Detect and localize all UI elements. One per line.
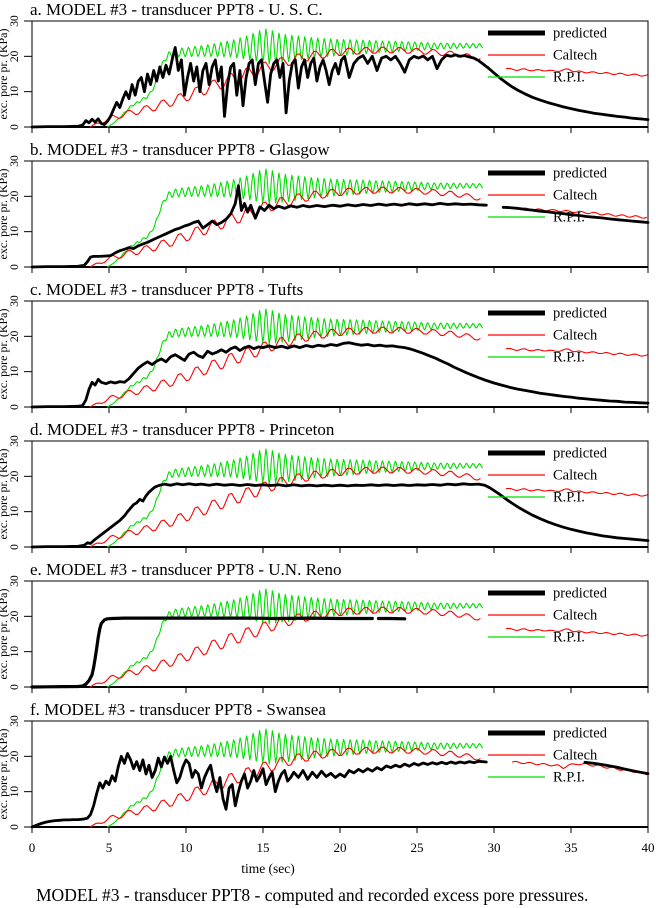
panel-e-plot: e. MODEL #3 - transducer PPT8 - U.N. Ren… — [0, 560, 656, 700]
panel-e: e. MODEL #3 - transducer PPT8 - U.N. Ren… — [0, 560, 656, 700]
legend-label-caltech: Caltech — [553, 608, 598, 624]
series-rpi — [108, 589, 483, 687]
y-tick-label: 0 — [9, 264, 21, 270]
x-axis-block: 0 5 10 15 20 25 30 35 40 time (sec) — [0, 840, 656, 885]
legend-label-rpi: R.P.I. — [553, 70, 585, 86]
y-tick-label: 30 — [9, 295, 21, 307]
panel-a-plot: a. MODEL #3 - transducer PPT8 - U. S. C.… — [0, 0, 656, 140]
panel-title: e. MODEL #3 - transducer PPT8 - U.N. Ren… — [30, 560, 341, 579]
panel-d-plot: d. MODEL #3 - transducer PPT8 - Princeto… — [0, 420, 656, 560]
x-tick-label: 35 — [565, 840, 578, 855]
y-tick-label: 20 — [9, 50, 21, 62]
y-tick-label: 10 — [9, 366, 21, 378]
panel-title: a. MODEL #3 - transducer PPT8 - U. S. C. — [30, 0, 323, 19]
y-tick-label: 20 — [9, 190, 21, 202]
legend-label-predicted: predicted — [553, 306, 608, 322]
y-axis-title: exc. pore pr. (KPa) — [0, 449, 10, 540]
x-tick-label: 10 — [180, 840, 193, 855]
panel-c-plot: c. MODEL #3 - transducer PPT8 - Tufts 0 10… — [0, 280, 656, 420]
y-axis-title: exc. pore pr. (KPa) — [0, 29, 10, 120]
series-caltech — [91, 467, 481, 547]
legend-label-caltech: Caltech — [553, 188, 598, 204]
y-axis-title: exc. pore pr. (KPa) — [0, 309, 10, 400]
y-axis-title: exc. pore pr. (KPa) — [0, 729, 10, 820]
x-tick-label: 0 — [29, 840, 36, 855]
series-predicted — [32, 754, 486, 828]
panel-c: c. MODEL #3 - transducer PPT8 - Tufts 0 10… — [0, 280, 656, 420]
y-tick-label: 0 — [9, 684, 21, 690]
y-tick-label: 0 — [9, 544, 21, 550]
x-tick-label: 40 — [642, 840, 655, 855]
y-tick-label: 30 — [9, 435, 21, 447]
panel-b: b. MODEL #3 - transducer PPT8 - Glasgow 0… — [0, 140, 656, 280]
legend-label-predicted: predicted — [553, 166, 608, 182]
legend-label-caltech: Caltech — [553, 328, 598, 344]
series-rpi — [108, 729, 483, 827]
legend-label-caltech: Caltech — [553, 468, 598, 484]
x-axis-labels: 0 5 10 15 20 25 30 35 40 time (sec) — [0, 840, 656, 880]
x-tick-label: 20 — [334, 840, 347, 855]
panel-a: a. MODEL #3 - transducer PPT8 - U. S. C.… — [0, 0, 656, 140]
y-tick-label: 30 — [9, 715, 21, 727]
panel-d: d. MODEL #3 - transducer PPT8 - Princeto… — [0, 420, 656, 560]
legend-label-rpi: R.P.I. — [553, 630, 585, 646]
legend-label-predicted: predicted — [553, 726, 608, 742]
y-tick-label: 10 — [9, 226, 21, 238]
legend-label-predicted: predicted — [553, 446, 608, 462]
series-caltech — [91, 187, 481, 267]
y-tick-label: 10 — [9, 646, 21, 658]
legend-label-rpi: R.P.I. — [553, 210, 585, 226]
y-tick-label: 30 — [9, 15, 21, 27]
y-tick-label: 20 — [9, 750, 21, 762]
y-axis-title: exc. pore pr. (KPa) — [0, 169, 10, 260]
x-tick-label: 30 — [488, 840, 501, 855]
y-tick-label: 30 — [9, 575, 21, 587]
y-tick-label: 20 — [9, 470, 21, 482]
x-tick-label: 25 — [411, 840, 424, 855]
panel-b-plot: b. MODEL #3 - transducer PPT8 - Glasgow 0… — [0, 140, 656, 280]
panel-title: c. MODEL #3 - transducer PPT8 - Tufts — [30, 280, 303, 299]
legend-label-rpi: R.P.I. — [553, 350, 585, 366]
series-rpi — [108, 309, 483, 407]
y-axis-title: exc. pore pr. (KPa) — [0, 589, 10, 680]
y-tick-label: 0 — [9, 824, 21, 830]
y-tick-label: 10 — [9, 506, 21, 518]
panel-title: f. MODEL #3 - transducer PPT8 - Swansea — [30, 700, 326, 719]
series-predicted — [32, 186, 486, 267]
legend-label-caltech: Caltech — [553, 748, 598, 764]
y-tick-label: 0 — [9, 124, 21, 130]
x-tick-label: 15 — [257, 840, 270, 855]
series-predicted — [585, 762, 648, 773]
panel-f-plot: f. MODEL #3 - transducer PPT8 - Swansea 0… — [0, 700, 656, 840]
y-tick-label: 20 — [9, 610, 21, 622]
legend-label-rpi: R.P.I. — [553, 490, 585, 506]
series-rpi — [108, 449, 483, 547]
panel-title: b. MODEL #3 - transducer PPT8 - Glasgow — [30, 140, 330, 159]
x-axis-title: time (sec) — [241, 861, 295, 876]
y-tick-label: 30 — [9, 155, 21, 167]
panel-f: f. MODEL #3 - transducer PPT8 - Swansea 0… — [0, 700, 656, 840]
legend-label-predicted: predicted — [553, 26, 608, 42]
legend-label-predicted: predicted — [553, 586, 608, 602]
panels-container: a. MODEL #3 - transducer PPT8 - U. S. C.… — [0, 0, 656, 840]
legend-label-caltech: Caltech — [553, 48, 598, 64]
y-tick-label: 0 — [9, 404, 21, 410]
x-tick-label: 5 — [106, 840, 113, 855]
series-caltech — [91, 747, 481, 827]
figure-caption: MODEL #3 - transducer PPT8 - computed an… — [0, 885, 656, 908]
legend-label-rpi: R.P.I. — [553, 770, 585, 786]
y-tick-label: 10 — [9, 86, 21, 98]
series-caltech — [91, 327, 481, 407]
panel-title: d. MODEL #3 - transducer PPT8 - Princeto… — [30, 420, 335, 439]
series-rpi — [108, 169, 483, 267]
y-tick-label: 10 — [9, 786, 21, 798]
y-tick-label: 20 — [9, 330, 21, 342]
